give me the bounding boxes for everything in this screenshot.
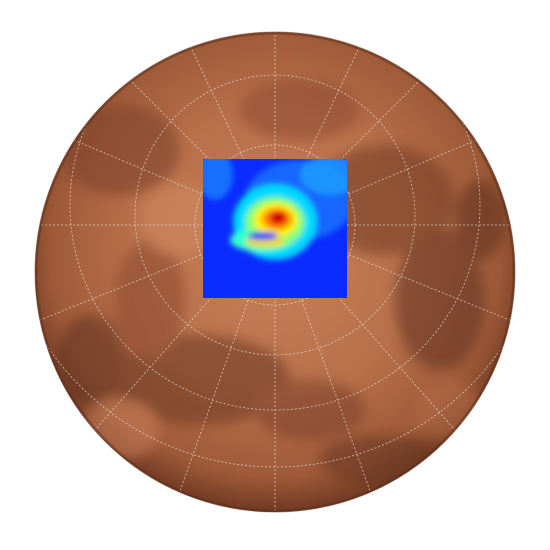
heatmap-level bbox=[203, 159, 233, 200]
heatmap-level bbox=[274, 215, 282, 221]
heatmap-level bbox=[248, 232, 278, 240]
latitude-line bbox=[134, 74, 416, 356]
limb-shadow bbox=[34, 31, 516, 513]
meridian-line bbox=[184, 34, 276, 226]
heatmap-level bbox=[300, 159, 347, 195]
heatmap-overlay bbox=[203, 159, 347, 298]
meridian-line bbox=[274, 34, 366, 226]
